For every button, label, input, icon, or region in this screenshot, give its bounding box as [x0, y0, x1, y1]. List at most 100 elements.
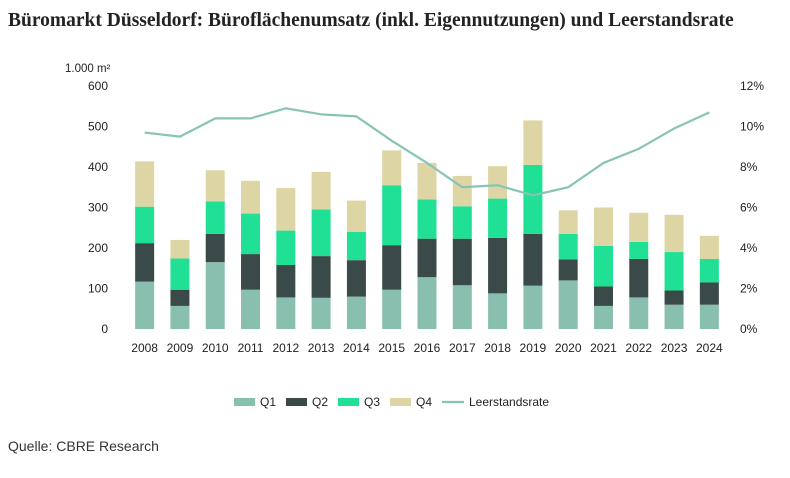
bar-q4-2024	[699, 235, 719, 259]
bar-q1-2022	[629, 297, 649, 329]
x-tick-label: 2019	[520, 341, 547, 355]
x-tick-label: 2013	[308, 341, 335, 355]
chart-title: Büromarkt Düsseldorf: Büroflächenumsatz …	[8, 10, 734, 31]
bar-q2-2011	[241, 254, 261, 290]
bar-q3-2021	[593, 245, 613, 287]
bar-q1-2021	[593, 305, 613, 329]
y-tick-label: 100	[88, 282, 108, 296]
legend-swatch-q4	[390, 398, 411, 406]
bar-q1-2012	[276, 297, 296, 329]
bar-q2-2008	[135, 243, 155, 282]
x-axis-ticks: 2008 2009 2010 2011 2012 2013 2014 2015 2016 2017…	[131, 341, 723, 355]
vacancy-line-path	[144, 107, 710, 197]
x-tick-label: 2022	[625, 341, 652, 355]
bar-q4-2022	[629, 212, 649, 242]
y-tick-label: 300	[88, 201, 108, 215]
x-tick-label: 2010	[202, 341, 229, 355]
bar-q4-2018	[488, 166, 508, 199]
bar-q2-2018	[488, 237, 508, 294]
x-tick-label: 2023	[661, 341, 688, 355]
x-tick-label: 2012	[272, 341, 299, 355]
x-tick-label: 2017	[449, 341, 476, 355]
source-note: Quelle: CBRE Research	[8, 438, 159, 454]
bar-q2-2017	[452, 238, 472, 286]
y2-axis-ticks: 0% 2% 4% 6% 8% 10% 12%	[740, 79, 764, 336]
bar-q3-2020	[558, 233, 578, 260]
bar-q4-2011	[241, 180, 261, 214]
y-axis-label: 1.000 m²	[65, 63, 111, 75]
bar-q3-2024	[699, 258, 719, 283]
bar-q1-2023	[664, 304, 684, 329]
bar-q3-2009	[170, 258, 190, 290]
bar-q2-2022	[629, 258, 649, 298]
legend-label: Q2	[312, 395, 328, 409]
vacancy-line	[144, 107, 710, 197]
bar-q1-2008	[135, 281, 155, 329]
legend-swatch-q3	[338, 398, 359, 406]
bar-q3-2013	[311, 209, 331, 257]
bar-q4-2020	[558, 210, 578, 234]
bar-q1-2013	[311, 297, 331, 329]
bar-q3-2012	[276, 230, 296, 266]
x-tick-label: 2018	[484, 341, 511, 355]
bar-q4-2012	[276, 188, 296, 231]
bar-q1-2009	[170, 305, 190, 329]
legend-label: Q1	[260, 395, 276, 409]
legend-swatch-q1	[234, 398, 255, 406]
legend-label: Leerstandsrate	[469, 395, 549, 409]
bar-q1-2015	[382, 289, 402, 329]
bar-q2-2024	[699, 282, 719, 305]
bar-q4-2010	[205, 170, 225, 202]
y-tick-label: 0	[101, 322, 108, 336]
x-tick-label: 2011	[238, 341, 264, 355]
bar-q2-2021	[593, 286, 613, 306]
bar-q1-2014	[346, 296, 366, 329]
bar-q2-2015	[382, 245, 402, 290]
y-tick-label: 400	[88, 160, 108, 174]
bar-q3-2011	[241, 213, 261, 255]
y-tick-label: 200	[88, 241, 108, 255]
bar-q4-2017	[452, 175, 472, 207]
legend-label: Q4	[416, 395, 432, 409]
legend-swatch-q2	[286, 398, 307, 406]
bar-q4-2008	[135, 161, 155, 207]
x-tick-label: 2015	[378, 341, 405, 355]
y2-tick-label: 10%	[740, 120, 764, 134]
x-tick-label: 2009	[167, 341, 194, 355]
bar-q3-2022	[629, 241, 649, 259]
bar-q4-2019	[523, 120, 543, 165]
bar-q2-2016	[417, 238, 437, 278]
y-axis-ticks: 0 100 200 300 400 500 600	[88, 79, 108, 336]
bar-q4-2016	[417, 162, 437, 200]
bar-q1-2024	[699, 304, 719, 329]
bar-q3-2018	[488, 198, 508, 238]
bars	[135, 120, 719, 329]
bar-q2-2010	[205, 233, 225, 263]
y2-tick-label: 8%	[740, 160, 758, 174]
y-tick-label: 500	[88, 120, 108, 134]
bar-q2-2014	[346, 260, 366, 297]
bar-q3-2008	[135, 206, 155, 244]
bar-q3-2017	[452, 206, 472, 239]
bar-q2-2020	[558, 259, 578, 281]
y2-tick-label: 0%	[740, 322, 758, 336]
bar-q3-2010	[205, 201, 225, 234]
y2-tick-label: 12%	[740, 79, 764, 93]
bar-q3-2015	[382, 185, 402, 246]
bar-q4-2023	[664, 214, 684, 253]
y2-tick-label: 2%	[740, 282, 758, 296]
bar-q4-2009	[170, 239, 190, 259]
bar-q1-2017	[452, 285, 472, 329]
chart: 1.000 m² 0 100 200 300 400 500 600 0% 2% 4% 6% 8% 1…	[65, 63, 764, 409]
x-tick-label: 2016	[414, 341, 441, 355]
bar-q2-2023	[664, 290, 684, 305]
bar-q3-2014	[346, 231, 366, 261]
bar-q1-2020	[558, 280, 578, 329]
bar-q3-2019	[523, 164, 543, 234]
legend-label: Q3	[364, 395, 380, 409]
bar-q4-2014	[346, 200, 366, 232]
legend: Q1 Q2 Q3 Q4 Leerstandsrate	[234, 395, 549, 409]
bar-q2-2019	[523, 233, 543, 286]
bar-q1-2019	[523, 285, 543, 329]
bar-q1-2010	[205, 262, 225, 329]
